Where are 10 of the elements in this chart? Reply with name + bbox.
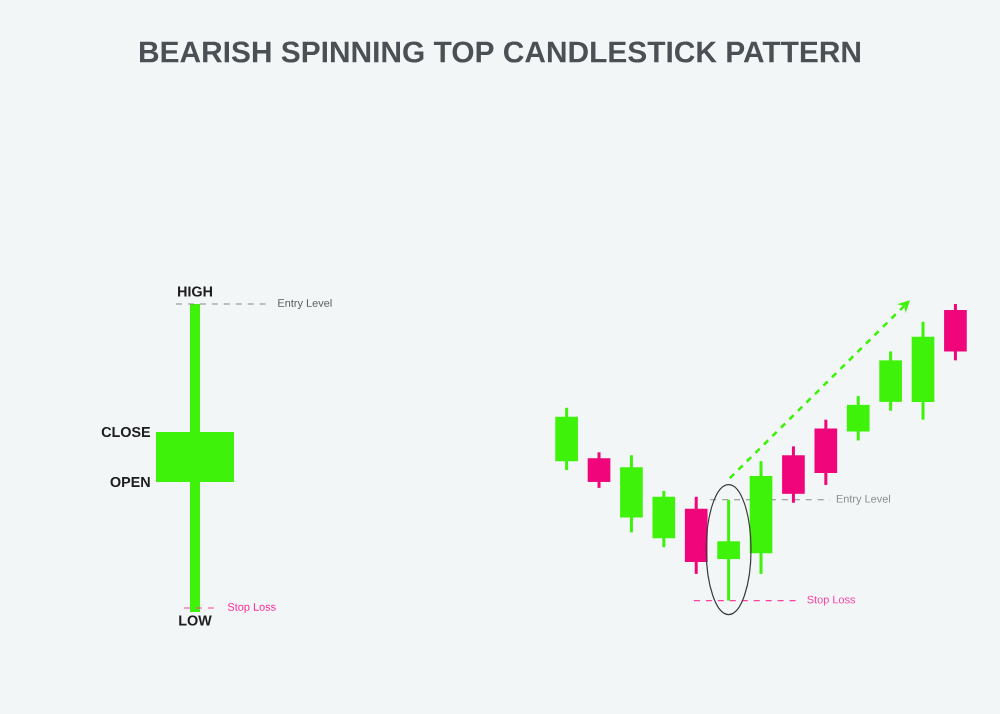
- candlestick: [814, 418, 838, 487]
- candlestick: [879, 349, 902, 413]
- candlestick: [717, 498, 740, 603]
- candlestick: [944, 302, 967, 362]
- candlestick: [782, 444, 805, 505]
- candlestick: [652, 489, 676, 549]
- candlestick: [555, 406, 578, 472]
- candlestick: [846, 394, 870, 442]
- candlestick: [587, 450, 611, 490]
- text: BEARISH SPINNING TOP CANDLESTICK PATTERN: [140, 41, 860, 63]
